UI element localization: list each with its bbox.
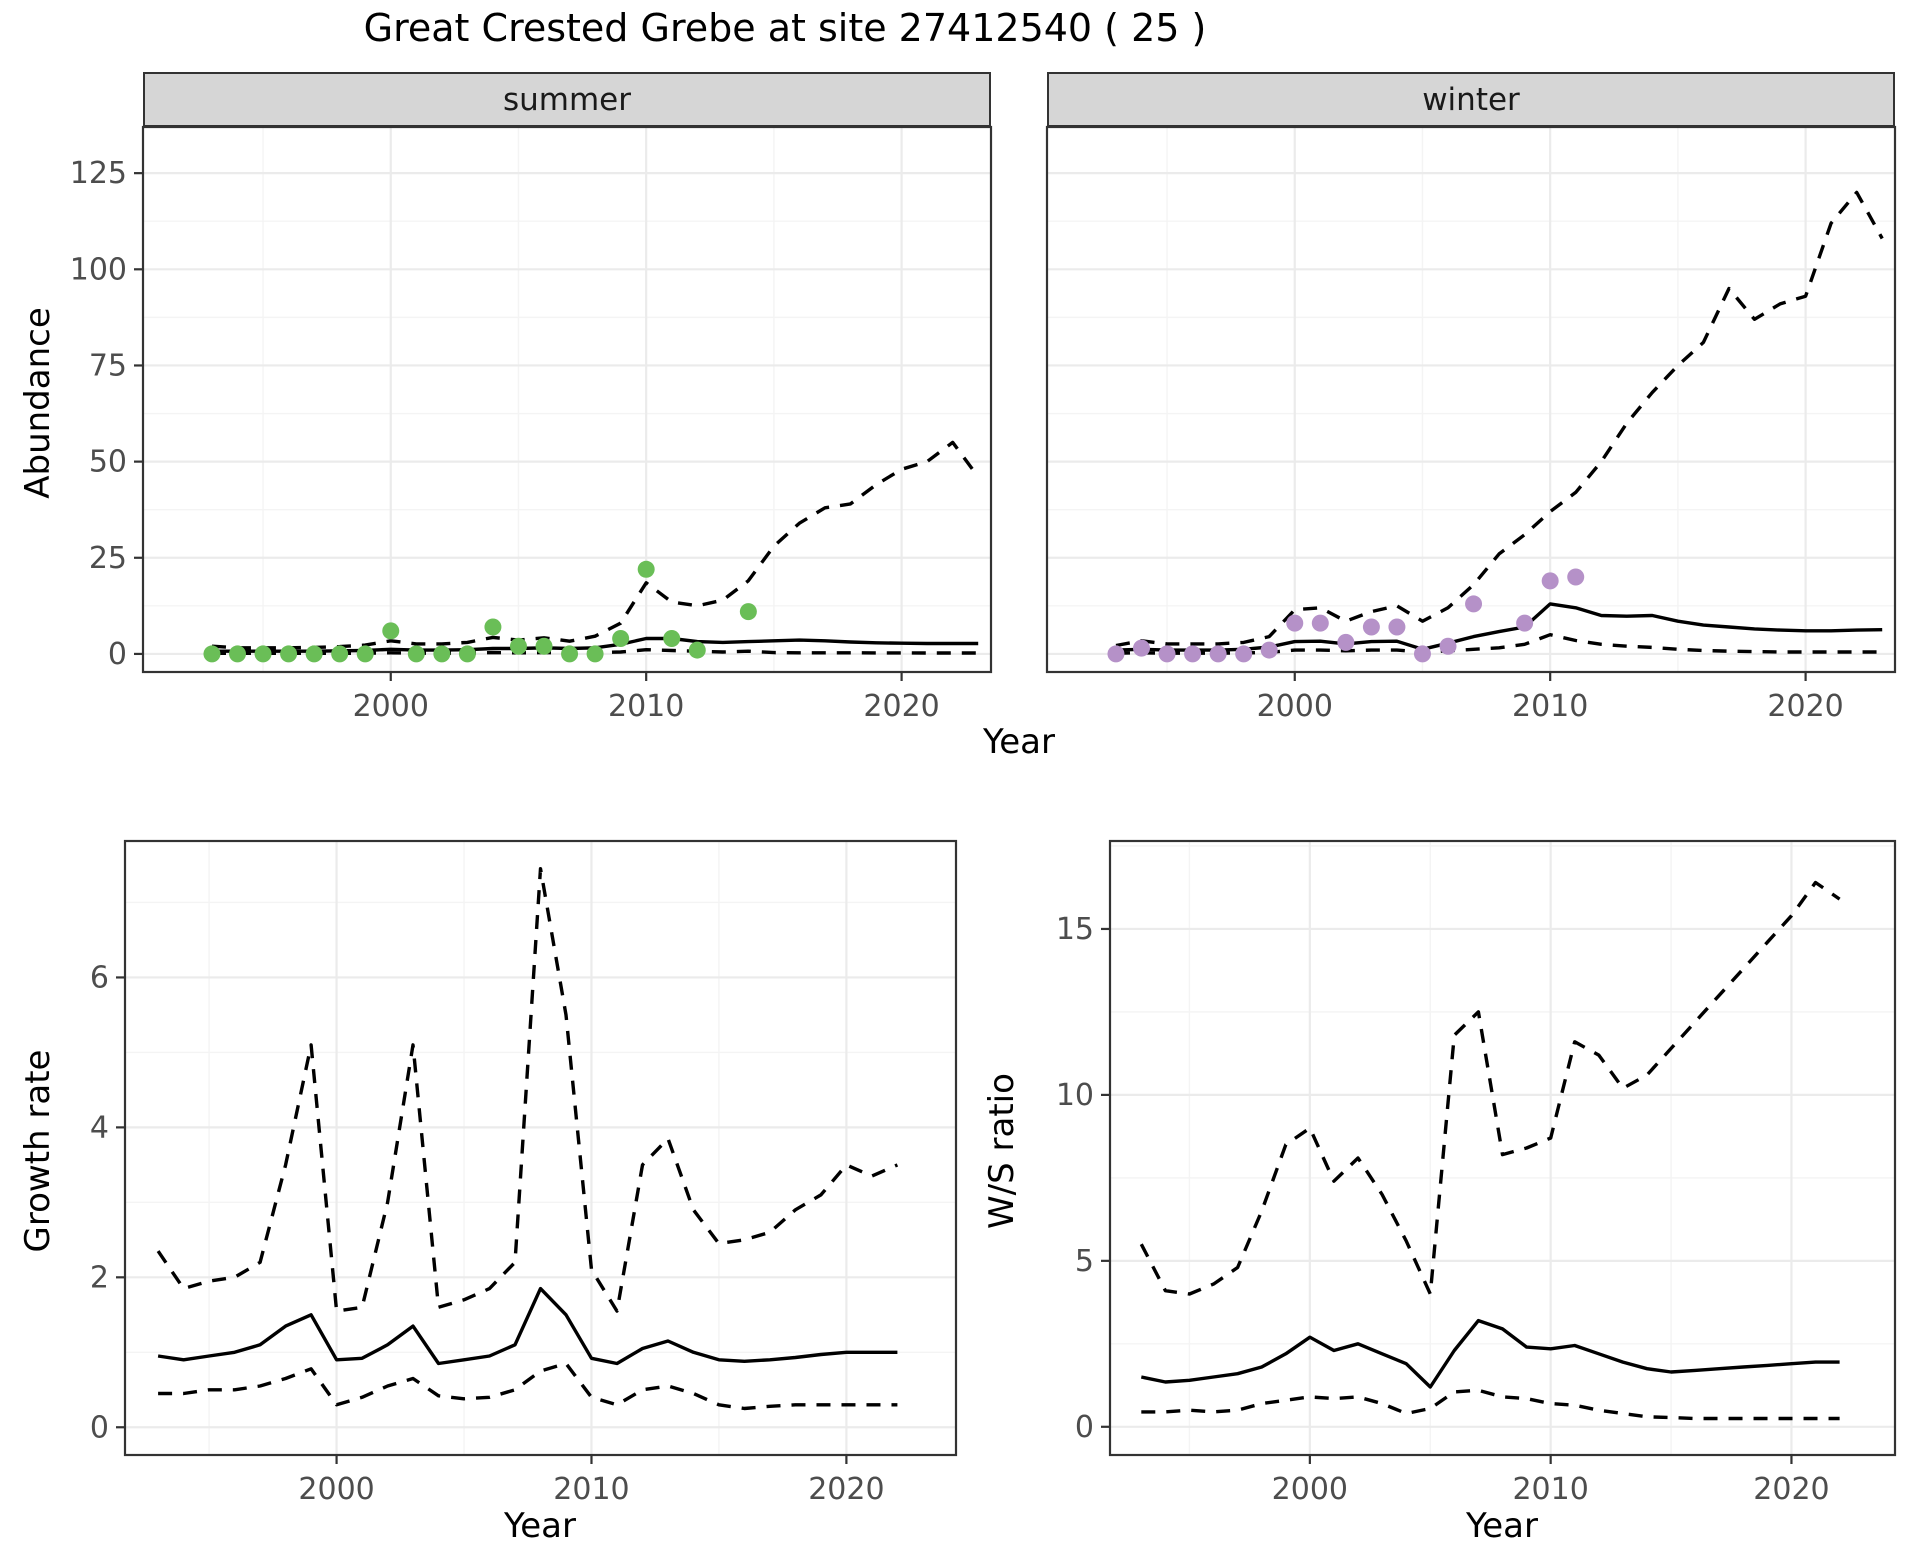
- abundance-summer-observed-point: [484, 618, 502, 636]
- abundance-summer-observed-point: [254, 645, 272, 663]
- x-axis-title-year-bottom-left: Year: [504, 1506, 576, 1546]
- abundance-summer-y-tick-label: 125: [70, 156, 127, 191]
- abundance-summer-observed-point: [612, 630, 630, 648]
- abundance-summer-observed-point: [229, 645, 247, 663]
- growth-rate-y-tick-label: 0: [90, 1410, 109, 1445]
- abundance-winter-observed-point: [1260, 641, 1278, 659]
- growth-rate-y-tick-label: 2: [90, 1260, 109, 1295]
- abundance-summer-observed-point: [305, 645, 323, 663]
- ws-ratio-x-tick-label: 2010: [1512, 1472, 1588, 1507]
- abundance-summer-observed-point: [637, 560, 655, 578]
- ws-ratio-x-tick-label: 2020: [1753, 1472, 1829, 1507]
- abundance-summer-observed-point: [331, 645, 349, 663]
- abundance-summer-observed-point: [509, 637, 527, 655]
- abundance-winter-observed-point: [1235, 645, 1253, 663]
- abundance-winter-observed-point: [1541, 572, 1559, 590]
- growth-rate-y-tick-label: 6: [90, 960, 109, 995]
- abundance-winter-observed-point: [1439, 637, 1457, 655]
- abundance-winter-observed-point: [1337, 633, 1355, 651]
- ws-ratio-lower_ci-line: [1141, 1388, 1840, 1421]
- abundance-summer-x-tick-label: 2020: [863, 689, 939, 724]
- abundance-winter-observed-point: [1158, 645, 1176, 663]
- abundance-winter-observed-point: [1388, 618, 1406, 636]
- abundance-summer-observed-point: [407, 645, 425, 663]
- panel-growth-rate: 2000 2010 2020 0 2 4 6: [90, 839, 958, 1507]
- abundance-summer-y-tick-label: 50: [89, 445, 127, 480]
- abundance-winter-upper_ci-line: [1115, 190, 1884, 648]
- figure-title: Great Crested Grebe at site 27412540 ( 2…: [363, 6, 1207, 50]
- abundance-winter-x-tick-label: 2010: [1512, 689, 1588, 724]
- abundance-winter-observed-point: [1209, 645, 1227, 663]
- x-axis-title-year-bottom-right: Year: [1466, 1506, 1538, 1546]
- panel-ws-ratio: 2000 2010 2020 0 5 10 15: [1056, 839, 1897, 1507]
- growth-rate-x-tick-label: 2020: [808, 1472, 884, 1507]
- abundance-summer-observed-point: [382, 622, 400, 640]
- facet-strip-summer-label: summer: [502, 81, 631, 118]
- y-axis-title-ws-ratio: W/S ratio: [982, 1073, 1022, 1229]
- facet-strip-winter: winter: [1047, 72, 1895, 127]
- abundance-summer-observed-point: [280, 645, 298, 663]
- abundance-winter-observed-point: [1413, 645, 1431, 663]
- y-axis-title-abundance: Abundance: [18, 307, 58, 499]
- abundance-summer-observed-point: [458, 645, 476, 663]
- panel-abundance-winter: 2000 2010 2020: [1045, 125, 1897, 724]
- growth-rate-x-tick-label: 2000: [298, 1472, 374, 1507]
- growth-rate-upper_ci-line: [156, 867, 899, 1313]
- x-axis-title-year-top: Year: [983, 722, 1055, 762]
- abundance-summer-observed-point: [663, 630, 681, 648]
- abundance-summer-observed-point: [356, 645, 374, 663]
- growth-rate-lower_ci-line: [158, 1361, 898, 1411]
- abundance-winter-x-tick-label: 2020: [1767, 689, 1843, 724]
- abundance-summer-observed-point: [433, 645, 451, 663]
- facet-strip-winter-label: winter: [1422, 81, 1520, 118]
- abundance-summer-observed-point: [688, 641, 706, 659]
- y-axis-title-growth-rate: Growth rate: [18, 1049, 58, 1253]
- abundance-summer-observed-point: [586, 645, 604, 663]
- abundance-winter-observed-point: [1107, 645, 1125, 663]
- abundance-summer-observed-point: [203, 645, 221, 663]
- abundance-winter-observed-point: [1133, 639, 1151, 657]
- abundance-summer-y-tick-label: 75: [89, 348, 127, 383]
- ws-ratio-y-tick-label: 5: [1075, 1244, 1094, 1279]
- abundance-winter-observed-point: [1516, 614, 1534, 632]
- ws-ratio-y-tick-label: 0: [1075, 1410, 1094, 1445]
- ws-ratio-fit-line: [1140, 1318, 1840, 1389]
- abundance-winter-observed-point: [1286, 614, 1304, 632]
- abundance-winter-observed-point: [1311, 614, 1329, 632]
- abundance-winter-x-tick-label: 2000: [1257, 689, 1333, 724]
- growth-rate-fit-line: [157, 1286, 898, 1366]
- abundance-summer-y-tick-label: 25: [89, 541, 127, 576]
- abundance-winter-observed-point: [1465, 595, 1483, 613]
- growth-rate-x-tick-label: 2010: [553, 1472, 629, 1507]
- panel-abundance-summer: 2000 2010 2020 0 25 50 75 100 125: [70, 125, 993, 724]
- abundance-winter-observed-point: [1362, 618, 1380, 636]
- ws-ratio-upper_ci-line: [1139, 880, 1841, 1296]
- growth-rate-y-tick-label: 4: [90, 1110, 109, 1145]
- abundance-winter-observed-point: [1567, 568, 1585, 586]
- abundance-summer-x-tick-label: 2000: [353, 689, 429, 724]
- facet-strip-summer: summer: [143, 72, 991, 127]
- abundance-summer-observed-point: [739, 603, 757, 621]
- abundance-summer-observed-point: [561, 645, 579, 663]
- abundance-summer-observed-point: [535, 637, 553, 655]
- abundance-winter-observed-point: [1184, 645, 1202, 663]
- ws-ratio-y-tick-label: 10: [1056, 1078, 1094, 1113]
- ws-ratio-x-tick-label: 2000: [1272, 1472, 1348, 1507]
- abundance-summer-y-tick-label: 100: [70, 252, 127, 287]
- ws-ratio-y-tick-label: 15: [1056, 912, 1094, 947]
- abundance-summer-x-tick-label: 2010: [608, 689, 684, 724]
- abundance-summer-y-tick-label: 0: [108, 637, 127, 672]
